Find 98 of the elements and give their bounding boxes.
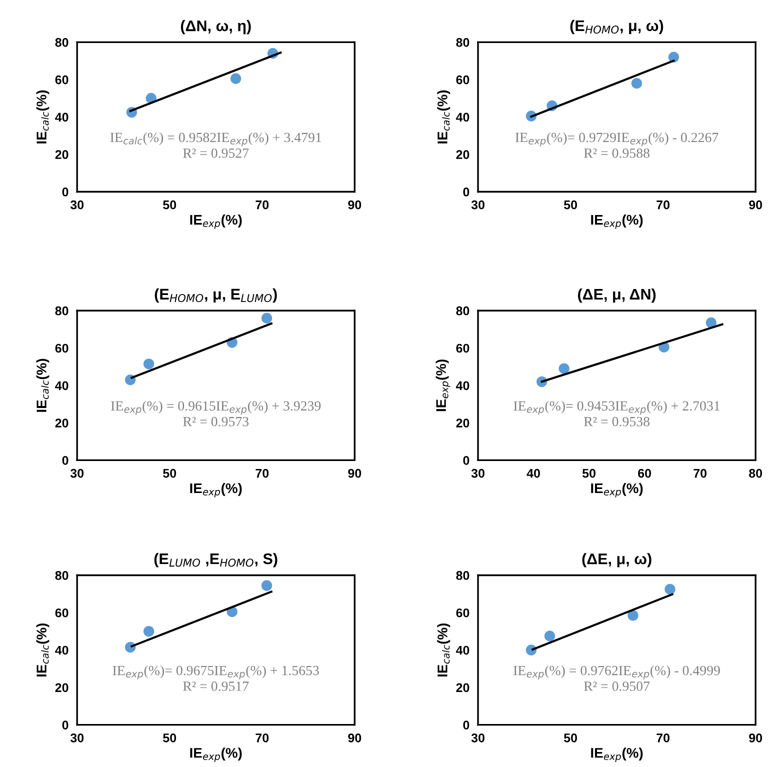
y-tick-label: 80 <box>55 571 68 580</box>
point <box>558 363 570 374</box>
y-tick-label: 80 <box>456 38 470 47</box>
y-tick-label: 0 <box>62 720 68 730</box>
x-axis-title: IE$_{exp}$(%) <box>591 748 643 762</box>
x-tick-label: 70 <box>656 200 670 210</box>
y-tick-label: 20 <box>55 150 68 160</box>
x-tick-label: 50 <box>163 468 176 478</box>
annotation: IE$_{exp}$(%)= 0.9729IE$_{exp}$(%) - 0.2267 <box>515 132 718 146</box>
y-tick-label: 80 <box>55 306 68 316</box>
y-tick-label: 60 <box>456 75 470 84</box>
point <box>664 584 676 595</box>
y-tick-label: 20 <box>55 418 68 428</box>
x-tick-label: 30 <box>471 200 484 210</box>
point <box>261 312 272 324</box>
y-tick-label: 40 <box>55 112 68 122</box>
x-tick-label: 90 <box>348 200 362 210</box>
point <box>544 630 556 642</box>
annotation: IE$_{exp}$(%)= 0.9453IE$_{exp}$(%) + 2.7031 <box>514 400 720 415</box>
x-tick-label: 50 <box>163 733 176 742</box>
y-tick-label: 20 <box>456 683 470 692</box>
y-tick-label: 0 <box>463 720 470 730</box>
y-tick-label: 20 <box>456 418 470 428</box>
annotation: R² = 0.9538 <box>584 416 650 426</box>
chart-title: (E$_{HOMO}$, μ, ω) <box>570 20 664 34</box>
chart-title: (ΔE, μ, ΔN) <box>578 288 656 303</box>
x-tick-label: 30 <box>70 200 84 210</box>
point <box>143 626 154 637</box>
y-tick-label: 40 <box>456 646 470 655</box>
x-tick-label: 30 <box>70 468 84 478</box>
x-tick-label: 50 <box>564 200 577 210</box>
x-tick-label: 70 <box>656 733 670 742</box>
x-axis-title: IE$_{exp}$(%) <box>190 482 242 498</box>
x-tick-label: 30 <box>70 733 84 742</box>
annotation: R² = 0.9507 <box>584 682 650 691</box>
y-tick-label: 0 <box>62 456 68 465</box>
annotation: IE$_{exp}$(%) = 0.9762IE$_{exp}$(%) - 0.4999 <box>514 665 720 680</box>
x-tick-label: 90 <box>348 733 362 742</box>
y-tick-label: 40 <box>55 646 68 655</box>
x-tick-label: 50 <box>582 468 596 478</box>
point <box>230 73 242 84</box>
x-tick-label: 90 <box>749 733 762 742</box>
y-tick-label: 0 <box>463 188 470 196</box>
x-axis-title: IE$_{exp}$(%) <box>591 214 643 229</box>
x-tick-label: 90 <box>348 468 362 478</box>
point <box>706 317 717 328</box>
y-tick-label: 60 <box>456 344 470 353</box>
x-tick-label: 70 <box>694 468 707 478</box>
point <box>143 358 154 370</box>
y-axis-title: IE$_{calc}$(%) <box>437 624 450 676</box>
y-tick-label: 20 <box>55 683 68 692</box>
y-tick-label: 60 <box>55 75 68 84</box>
x-tick-label: 70 <box>256 200 269 210</box>
x-axis-title: IE$_{exp}$(%) <box>190 748 242 762</box>
y-tick-label: 40 <box>456 381 470 390</box>
x-axis-title: IE$_{exp}$(%) <box>190 214 242 229</box>
y-tick-label: 60 <box>55 344 68 353</box>
y-tick-label: 40 <box>55 381 68 390</box>
y-tick-label: 20 <box>456 150 470 160</box>
point <box>668 52 680 62</box>
x-tick-label: 60 <box>638 468 651 478</box>
y-axis-title: IE$_{calc}$(%) <box>36 358 50 412</box>
y-tick-label: 60 <box>55 608 68 618</box>
x-axis-title: IE$_{exp}$(%) <box>591 482 643 498</box>
chart-title: (ΔN, ω, η) <box>180 20 251 34</box>
y-axis-title: IE$_{exp}$(%) <box>436 360 450 412</box>
y-axis-title: IE$_{calc}$(%) <box>36 90 50 144</box>
annotation: IE$_{calc}$(%) = 0.9582IE$_{exp}$(%) + 3.4791 <box>110 132 322 146</box>
y-tick-label: 0 <box>463 456 470 465</box>
x-tick-label: 70 <box>256 468 269 478</box>
x-tick-label: 70 <box>256 733 269 742</box>
point <box>631 78 642 89</box>
y-axis-title: IE$_{calc}$(%) <box>36 624 50 676</box>
x-tick-label: 50 <box>163 200 176 210</box>
annotation: R² = 0.9588 <box>584 148 650 158</box>
x-tick-label: 50 <box>564 733 577 742</box>
annotation: R² = 0.9573 <box>183 416 249 426</box>
y-tick-label: 80 <box>456 571 470 580</box>
annotation: R² = 0.9527 <box>183 148 249 158</box>
y-axis-title: IE$_{calc}$(%) <box>437 90 450 144</box>
annotation: IE$_{exp}$(%)= 0.9675IE$_{exp}$(%) + 1.5653 <box>112 665 319 680</box>
y-tick-label: 80 <box>55 38 68 47</box>
x-tick-label: 90 <box>749 200 762 210</box>
x-tick-label: 30 <box>471 468 484 478</box>
y-tick-label: 40 <box>456 112 470 122</box>
point <box>628 610 638 621</box>
x-tick-label: 40 <box>526 468 540 478</box>
chart-title: (ΔE, μ, ω) <box>582 553 652 568</box>
x-tick-label: 80 <box>749 468 762 478</box>
y-tick-label: 80 <box>456 306 470 316</box>
y-tick-label: 0 <box>62 188 68 196</box>
chart-title: (E$_{HOMO}$, μ, E$_{LUMO}$) <box>154 288 277 303</box>
annotation: IE$_{exp}$(%) = 0.9615IE$_{exp}$(%) + 3.9239 <box>111 400 321 415</box>
chart-title: (E$_{LUMO}$ ,E$_{HOMO}$, S) <box>154 552 278 568</box>
point <box>261 580 272 591</box>
y-tick-label: 60 <box>456 608 470 618</box>
x-tick-label: 30 <box>471 733 484 742</box>
annotation: R² = 0.9517 <box>183 682 249 691</box>
